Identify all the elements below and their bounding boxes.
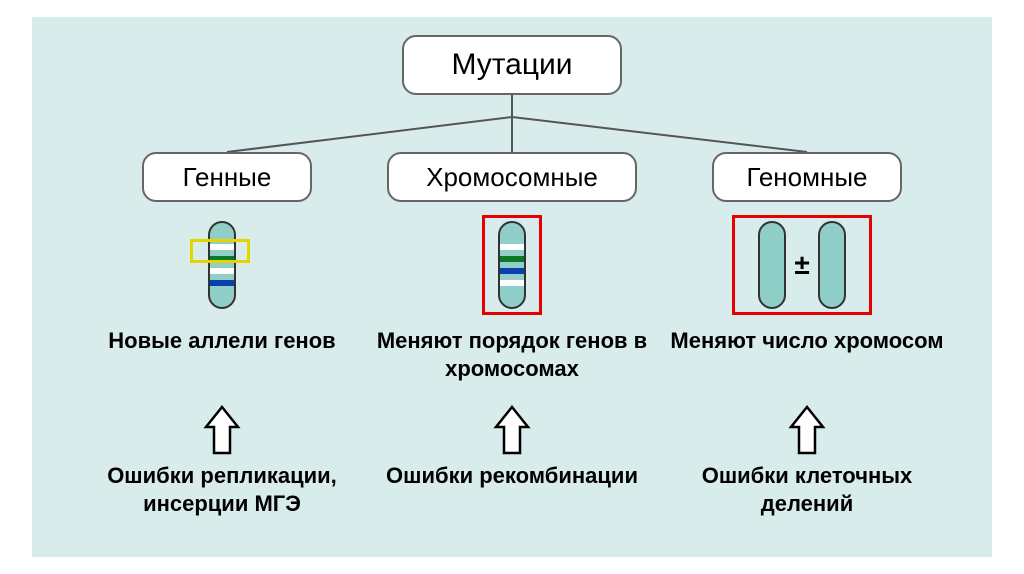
root-node: Мутации bbox=[402, 35, 622, 95]
child-node-1: Генные bbox=[142, 152, 312, 202]
chromosome-icon bbox=[498, 221, 526, 309]
description-2a: Меняют порядок генов в хромосомах bbox=[362, 327, 662, 382]
illustration-genomic: ± bbox=[642, 215, 962, 315]
plus-minus-symbol: ± bbox=[794, 249, 809, 281]
description-2b: Ошибки рекомбинации bbox=[362, 462, 662, 490]
description-1b: Ошибки репликации, инсерции МГЭ bbox=[72, 462, 372, 517]
description-3a: Меняют число хромосом bbox=[657, 327, 957, 355]
child-label-2: Хромосомные bbox=[426, 162, 598, 193]
description-1a: Новые аллели генов bbox=[72, 327, 372, 355]
child-label-3: Геномные bbox=[747, 162, 868, 193]
illustration-chromosomal bbox=[352, 215, 672, 315]
up-arrow-icon bbox=[72, 405, 372, 455]
chromosome-icon bbox=[818, 221, 846, 309]
description-3b: Ошибки клеточных делений bbox=[657, 462, 957, 517]
yellow-highlight-frame bbox=[190, 239, 250, 263]
diagram-canvas: Мутации Генные Хромосомные Геномные bbox=[32, 17, 992, 557]
red-frame bbox=[482, 215, 542, 315]
up-arrow-icon bbox=[362, 405, 662, 455]
illustration-gene bbox=[62, 215, 382, 315]
child-node-3: Геномные bbox=[712, 152, 902, 202]
up-arrow-icon bbox=[657, 405, 957, 455]
child-label-1: Генные bbox=[183, 162, 272, 193]
chromosome-icon bbox=[758, 221, 786, 309]
child-node-2: Хромосомные bbox=[387, 152, 637, 202]
root-label: Мутации bbox=[451, 48, 572, 82]
chromosome-icon bbox=[208, 221, 236, 309]
red-frame: ± bbox=[732, 215, 872, 315]
